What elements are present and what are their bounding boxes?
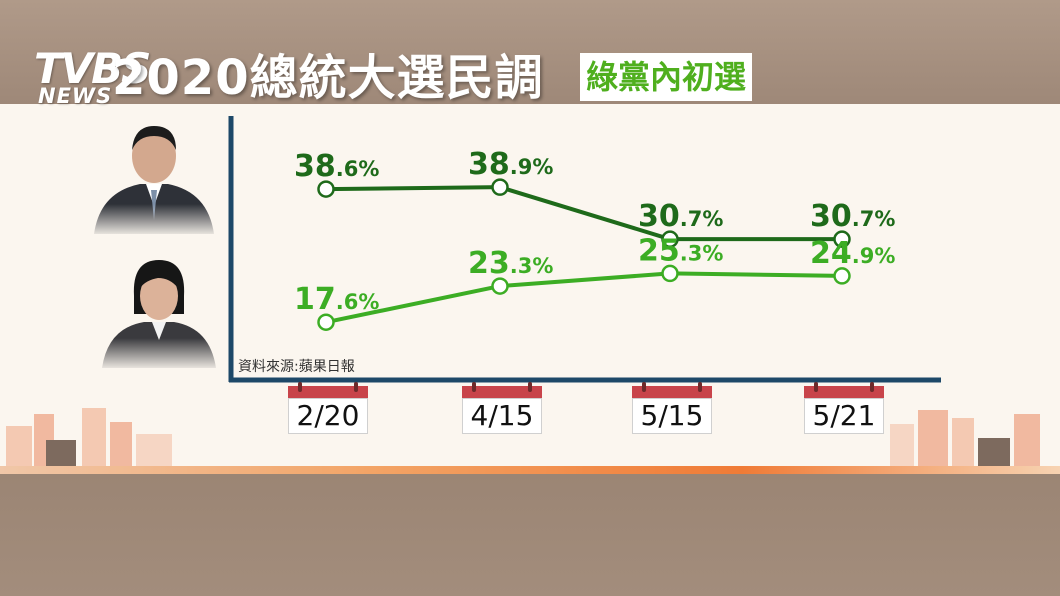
series-1-data-label: 38.6% — [294, 149, 379, 184]
accent-stripe — [0, 466, 1060, 474]
page-subtitle: 綠黨內初選 — [580, 53, 753, 101]
x-tick-calendar: 4/15 — [462, 382, 542, 434]
calendar-icon — [462, 382, 542, 398]
series-labels: 38.6% 38.9% 30.7% 30.7% 17.6% 23.3% 25.3% 24.9% — [294, 147, 895, 317]
calendar-ring-icon — [870, 382, 874, 392]
candidate-2-portrait-icon — [100, 260, 218, 368]
logo-sub-text: NEWS — [38, 84, 113, 108]
calendar-ring-icon — [354, 382, 358, 392]
calendar-ring-icon — [814, 382, 818, 392]
series-2-data-label: 25.3% — [638, 233, 723, 268]
series-1-data-label: 30.7% — [810, 199, 895, 234]
series-lines — [325, 185, 843, 325]
series-2-point — [317, 313, 335, 331]
x-tick-label: 5/21 — [804, 398, 884, 434]
calendar-icon — [632, 382, 712, 398]
candidate-photo-1 — [90, 116, 218, 234]
series-1-point — [317, 180, 335, 198]
calendar-ring-icon — [528, 382, 532, 392]
x-tick-label: 5/15 — [632, 398, 712, 434]
source-note: 資料來源:蘋果日報 — [238, 359, 355, 375]
candidate-1-portrait-icon — [90, 126, 218, 234]
series-2-point — [661, 264, 679, 283]
calendar-icon — [288, 382, 368, 398]
series-1-data-label: 38.9% — [468, 147, 553, 182]
series-1-data-label: 30.7% — [638, 199, 723, 234]
series-2-point — [833, 267, 851, 285]
candidate-photo-2 — [100, 252, 218, 368]
series-1-line — [325, 185, 842, 242]
x-tick-label: 4/15 — [462, 398, 542, 434]
skyline-decoration-right — [890, 410, 1040, 466]
series-2-data-label: 23.3% — [468, 246, 553, 281]
series-2-line — [325, 271, 843, 325]
x-tick-calendar: 5/15 — [632, 382, 712, 434]
series-1-point — [491, 178, 509, 196]
series-points — [317, 178, 851, 331]
calendar-ring-icon — [472, 382, 476, 392]
calendar-ring-icon — [698, 382, 702, 392]
calendar-ring-icon — [298, 382, 302, 392]
series-2-point — [491, 277, 509, 295]
header-background — [0, 0, 1060, 104]
skyline-decoration-left — [6, 408, 172, 466]
series-2-data-label: 24.9% — [810, 236, 895, 271]
tvbs-news-logo: TVBS NEWS — [34, 44, 174, 114]
series-2-data-label: 17.6% — [294, 282, 379, 317]
series-1-point — [833, 230, 851, 248]
logo-main-text: TVBS — [34, 44, 151, 93]
x-tick-calendar: 5/21 — [804, 382, 884, 434]
series-1-point — [661, 230, 679, 248]
calendar-ring-icon — [642, 382, 646, 392]
x-tick-label: 2/20 — [288, 398, 368, 434]
x-tick-calendar: 2/20 — [288, 382, 368, 434]
page-title: 2020總統大選民調 — [112, 50, 544, 106]
calendar-icon — [804, 382, 884, 398]
footer-background — [0, 474, 1060, 596]
